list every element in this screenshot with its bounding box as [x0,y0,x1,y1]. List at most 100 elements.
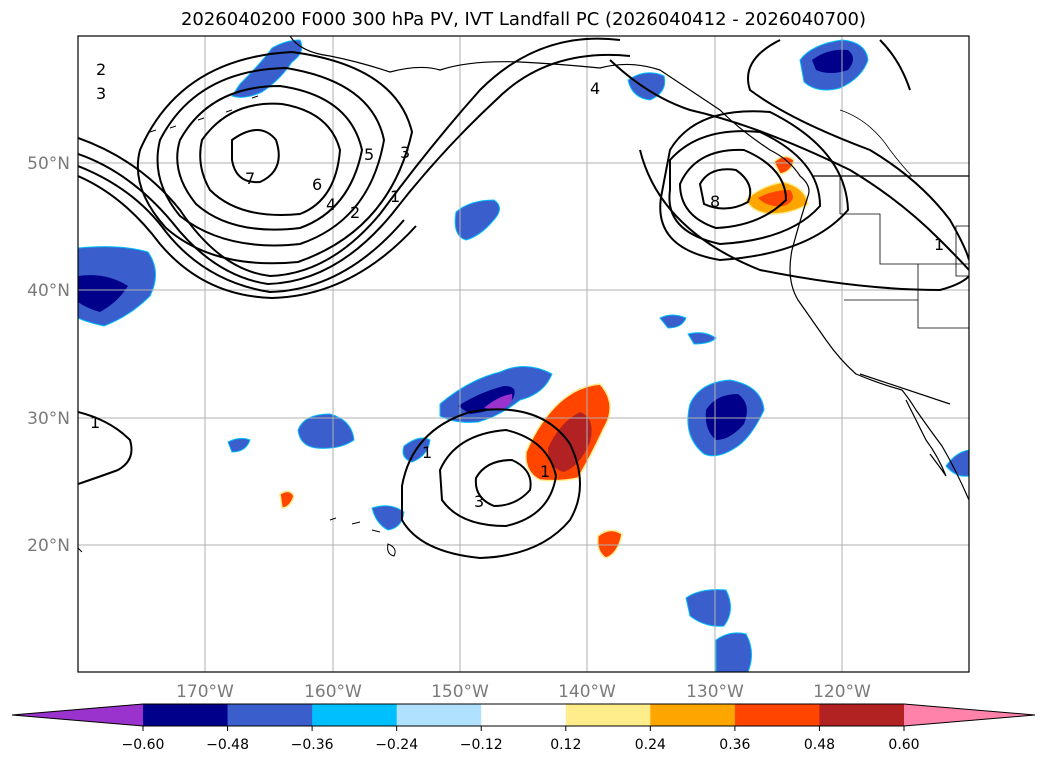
ivt-positive-region [279,490,295,509]
contour-label: 8 [710,192,720,211]
colorbar-segment [312,704,398,726]
coastline-west-coast [789,195,969,501]
contour-label: 5 [364,145,374,164]
colorbar-tick-label: 0.24 [635,737,666,753]
pv-contour-closed [659,110,850,262]
contour-label: 1 [540,462,550,481]
colorbar-segment [227,704,313,726]
contour-label: 1 [90,413,100,432]
ivt-negative-core [458,386,515,414]
pv-contour-closed [176,84,364,231]
contour-label: 4 [326,195,336,214]
pv-contour [78,37,621,278]
colorbar-segment [565,704,651,726]
border-canada [839,109,913,177]
colorbar-tick-label: 0.36 [719,737,750,753]
ivt-negative-region [687,332,717,345]
coastline-alaska [289,36,810,197]
lon-label: 140°W [558,682,616,702]
hawaii-islands [329,517,396,557]
pv-contour-closed [668,130,822,246]
pv-contour [879,39,911,91]
colorbar-segment [481,704,567,726]
contour-label: 2 [96,60,106,79]
ivt-negative-region [627,72,666,101]
map-area: 2 3 7 6 5 3 4 2 1 4 8 1 1 1 3 1 [78,36,969,672]
colorbar-extend-max [904,704,1035,726]
colorbar-segment [734,704,820,726]
pv-contour-closed [438,428,558,528]
contour-label: 1 [422,443,432,462]
contour-label: 7 [245,169,255,188]
colorbar-tick-label: 0.60 [888,737,919,753]
contour-label: 6 [312,175,322,194]
colorbar-tick-label: −0.12 [460,737,503,753]
pv-contour [609,59,969,271]
colorbar-extend-min [12,704,143,726]
ivt-negative-region [945,449,969,477]
colorbar-tick-label: −0.48 [206,737,249,753]
pv-contour-closed [231,129,280,184]
lon-label: 130°W [686,682,744,702]
pv-contour [78,53,631,286]
pv-contour-closed [199,102,342,216]
colorbar-segment [819,704,905,726]
pv-contour [639,149,969,292]
pv-contour [78,165,405,294]
contour-label: 1 [390,187,400,206]
contour-label: 2 [350,203,360,222]
ivt-filled-regions [78,39,969,672]
pv-contour-closed [136,50,414,265]
contour-label: 3 [400,143,410,162]
pv-contour-closed [698,168,752,210]
colorbar-tick-label: −0.36 [291,737,334,753]
aleutian-islands [149,95,259,133]
colorbar: −0.60 −0.48 −0.36 −0.24 −0.12 0.12 0.24 0.36 0.4… [11,703,1036,753]
map-background [78,36,969,672]
ivt-negative-region [227,437,251,453]
colorbar-segment [396,704,482,726]
coastline-baja [905,399,947,477]
lat-label: 30°N [27,409,70,429]
ivt-negative-region [685,589,731,627]
colorbar-tick-label: 0.48 [804,737,835,753]
coastlines [78,36,969,557]
pv-contours [78,37,969,560]
ivt-negative-region [454,199,500,241]
lon-label: 160°W [304,682,362,702]
lon-label: 150°W [431,682,489,702]
ivt-positive-region [596,529,623,559]
colorbar-segment [143,704,229,726]
ivt-negative-region [371,505,405,531]
lon-label: 170°W [176,682,234,702]
colorbar-tick-label: 0.12 [550,737,581,753]
colorbar-tick-label: −0.24 [375,737,418,753]
contour-label: 1 [934,235,944,254]
ivt-positive-region [773,155,795,175]
ivt-negative-core [78,275,128,312]
pv-contour-closed [401,408,581,560]
ivt-negative-strong [484,394,513,410]
pv-contour-labels: 2 3 7 6 5 3 4 2 1 4 8 1 1 1 3 1 [90,60,944,511]
ivt-negative-region [297,413,355,449]
map-frame [77,35,970,673]
map-title: 2026040200 F000 300 hPa PV, IVT Landfall… [180,9,867,30]
lat-label: 40°N [27,281,70,301]
pv-contour-closed [678,148,788,230]
lon-label: 120°W [813,682,871,702]
lat-label: 50°N [27,154,70,174]
pv-contour [78,175,417,300]
left-coast-fragment [78,547,83,553]
pv-contour [78,411,133,485]
ivt-negative-region [659,314,687,329]
pv-contour [747,39,969,261]
contour-label: 4 [590,79,600,98]
pv-contour-closed [156,66,386,247]
ivt-negative-core [812,49,853,73]
border-states [839,176,969,329]
contour-label: 3 [474,492,484,511]
contour-label: 3 [96,84,106,103]
pv-contour-closed [474,458,532,508]
colorbar-segment [650,704,736,726]
